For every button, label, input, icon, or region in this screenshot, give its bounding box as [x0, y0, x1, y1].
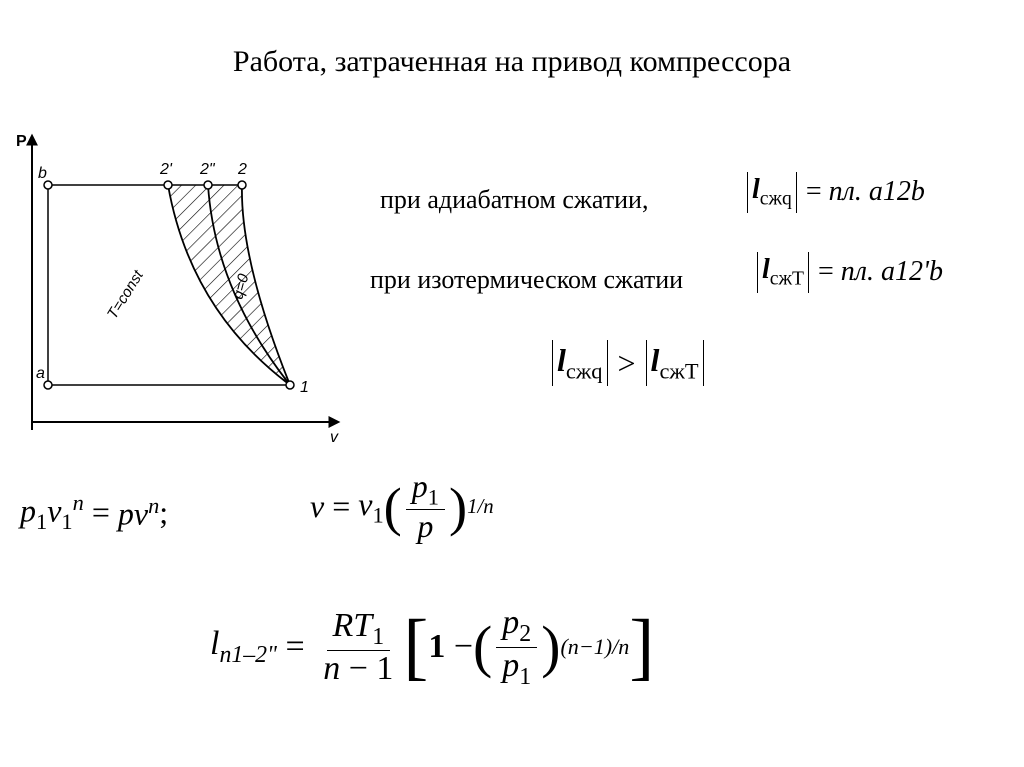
y-axis-label: P	[16, 133, 27, 150]
point-2	[238, 181, 246, 189]
adiabatic-text: при адиабатном сжатии,	[380, 185, 648, 215]
eq-isotherm: lсжT = пл. a12'b	[755, 252, 943, 293]
formula-work: ln1–2" = RT1 n − 1 [ 1 − ( p2 p1 ) (n−1)…	[210, 605, 654, 690]
inequality: lсжq > lсжT	[550, 340, 706, 386]
label-2p: 2'	[159, 161, 173, 178]
point-2prime	[164, 181, 172, 189]
page-title: Работа, затраченная на привод компрессор…	[0, 45, 1024, 79]
eq1-sub: сжq	[760, 189, 792, 210]
eq2-sym: l	[762, 254, 770, 285]
label-b: b	[38, 165, 47, 182]
label-1: 1	[300, 379, 309, 396]
point-2dprime	[204, 181, 212, 189]
pv-diagram: P v b a 2' 2" 2 1 T=const q=0	[10, 130, 370, 460]
label-2: 2	[237, 161, 247, 178]
x-axis-label: v	[330, 429, 339, 446]
eq2-sub: сжT	[770, 269, 804, 290]
label-tconst: T=const	[104, 267, 147, 322]
point-a	[44, 381, 52, 389]
formula-v: v = v1 ( p1 p ) 1/n	[310, 470, 494, 544]
isotherm-text: при изотермическом сжатии	[370, 265, 683, 295]
f3-lsub: n1–2"	[219, 642, 277, 668]
ineq-sub1: сжq	[566, 358, 603, 383]
ineq-op: >	[618, 345, 636, 381]
label-a: a	[36, 365, 45, 382]
eq1-sym: l	[752, 174, 760, 205]
f1-exp2: n	[148, 493, 159, 518]
eq1-rhs: пл. a12b	[829, 176, 925, 208]
eq-adiabatic: lсжq = пл. a12b	[745, 172, 925, 213]
f1-semi: ;	[159, 494, 168, 531]
point-b	[44, 181, 52, 189]
eq2-rhs: пл. a12'b	[841, 256, 943, 288]
point-1	[286, 381, 294, 389]
f2-sub: 1	[372, 502, 383, 527]
f2-exp: 1/n	[467, 495, 494, 519]
f3-exp: (n−1)/n	[560, 634, 629, 660]
ineq-sub2: сжT	[659, 358, 698, 383]
formula-pv: p1v1n = pvn ;	[20, 490, 168, 535]
hatched-area	[168, 185, 290, 385]
f1-exp1: n	[73, 490, 84, 515]
label-2pp: 2"	[199, 161, 216, 178]
